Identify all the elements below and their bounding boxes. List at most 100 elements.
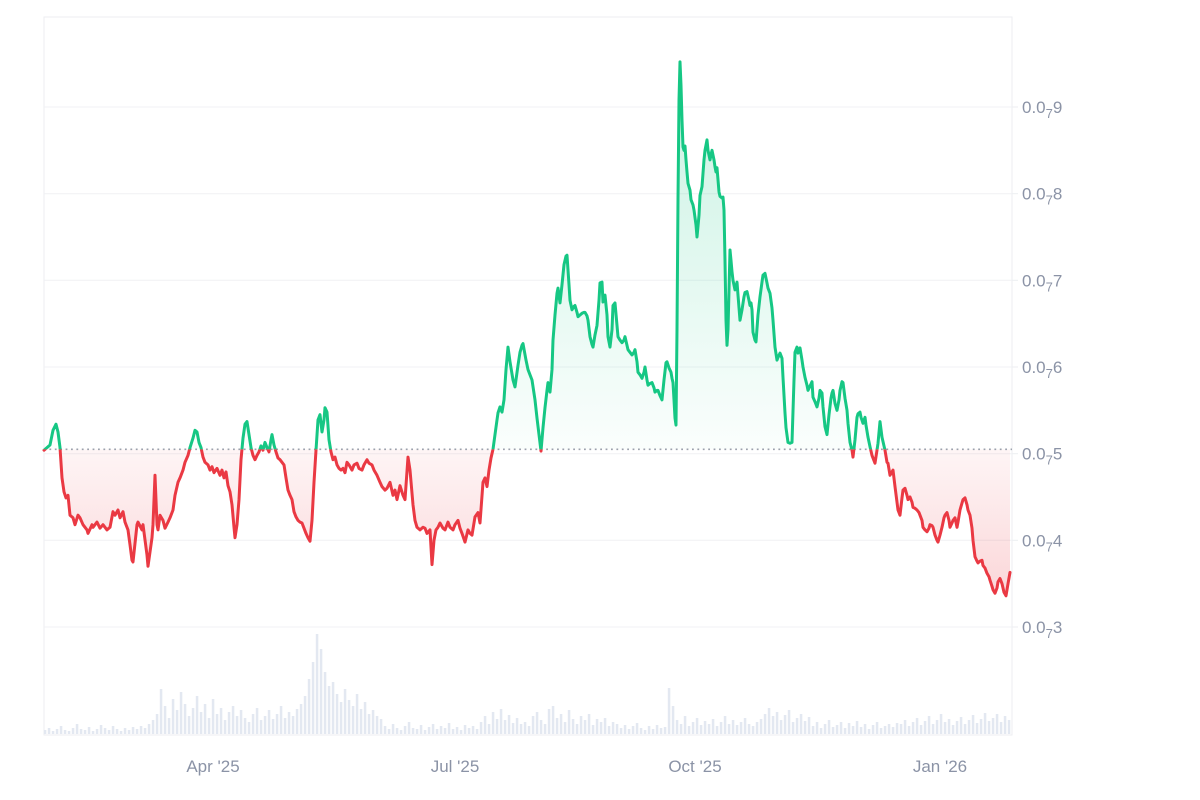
volume-bar — [115, 729, 119, 734]
volume-bar — [623, 725, 627, 734]
volume-bar — [223, 720, 227, 734]
volume-bar — [867, 729, 871, 734]
volume-bar — [431, 724, 435, 734]
price-line-up — [42, 60, 887, 450]
volume-bar — [835, 725, 839, 734]
volume-bar — [631, 726, 635, 734]
volume-bar — [675, 720, 679, 734]
volume-bar — [127, 730, 131, 734]
volume-bar — [687, 726, 691, 734]
volume-bar — [955, 721, 959, 734]
volume-bar — [251, 714, 255, 734]
volume-bar — [655, 725, 659, 734]
volume-bar — [875, 722, 879, 734]
volume-bar — [663, 727, 667, 734]
volume-bar — [279, 706, 283, 734]
volume-bar — [855, 721, 859, 734]
volume-bar — [159, 689, 163, 734]
volume-bar — [211, 699, 215, 734]
volume-bar — [763, 714, 767, 734]
volume-bar — [131, 727, 135, 734]
volume-bar — [83, 730, 87, 734]
volume-bar — [1007, 720, 1011, 734]
volume-bar — [967, 720, 971, 734]
volume-bar — [531, 716, 535, 734]
volume-bar — [647, 726, 651, 734]
volume-bar — [639, 728, 643, 734]
volume-bar — [363, 702, 367, 734]
volume-bar — [407, 722, 411, 734]
volume-bar — [243, 718, 247, 734]
volume-bar — [907, 726, 911, 734]
volume-bar — [811, 726, 815, 734]
volume-bar — [931, 724, 935, 734]
volume-bar — [167, 718, 171, 734]
volume-bar — [51, 731, 55, 734]
volume-bar — [451, 729, 455, 734]
volume-bar — [559, 714, 563, 734]
volume-bar — [475, 729, 479, 734]
volume-bar — [883, 726, 887, 734]
volume-bar — [67, 731, 71, 734]
volume-bar — [435, 729, 439, 734]
volume-bar — [403, 726, 407, 734]
volume-bar — [547, 709, 551, 734]
volume-bar — [367, 714, 371, 734]
volume-bar — [887, 724, 891, 734]
volume-bar — [491, 712, 495, 734]
volume-bar — [327, 686, 331, 734]
volume-bar — [727, 724, 731, 734]
volume-bar — [447, 723, 451, 734]
volume-bar — [891, 727, 895, 734]
y-axis-label: 0.073 — [1022, 618, 1062, 641]
volume-bar — [99, 725, 103, 734]
volume-bar — [851, 726, 855, 734]
volume-bar — [399, 730, 403, 734]
volume-bar — [179, 692, 183, 734]
volume-bar — [163, 706, 167, 734]
volume-bar — [643, 730, 647, 734]
volume-bar — [515, 718, 519, 734]
volume-bar — [415, 729, 419, 734]
volume-bar — [227, 712, 231, 734]
volume-bar — [463, 725, 467, 734]
volume-bar — [499, 709, 503, 734]
volume-bar — [691, 722, 695, 734]
volume-bar — [879, 728, 883, 734]
volume-bar — [79, 729, 83, 734]
volume-bar — [751, 726, 755, 734]
volume-bar — [991, 718, 995, 734]
volume-bar — [607, 726, 611, 734]
volume-bar — [263, 716, 267, 734]
volume-bar — [939, 714, 943, 734]
volume-bar — [375, 716, 379, 734]
y-axis-label: 0.077 — [1022, 271, 1062, 294]
volume-bar — [139, 726, 143, 734]
volume-bar — [859, 727, 863, 734]
volume-bar — [791, 722, 795, 734]
volume-bar — [355, 694, 359, 734]
volume-bar — [807, 717, 811, 734]
volume-bar — [331, 682, 335, 734]
volume-bar — [739, 722, 743, 734]
volume-bar — [423, 730, 427, 734]
volume-bar — [723, 716, 727, 734]
volume-bar — [863, 724, 867, 734]
volume-bar — [215, 714, 219, 734]
volume-bar — [975, 723, 979, 734]
volume-bar — [979, 719, 983, 734]
volume-bar — [971, 715, 975, 734]
volume-bar — [987, 721, 991, 734]
volume-bar — [291, 716, 295, 734]
volume-bar — [111, 726, 115, 734]
volume-bar — [287, 712, 291, 734]
volume-bar — [779, 720, 783, 734]
volume-bar — [187, 716, 191, 734]
volume-bar — [395, 728, 399, 734]
volume-bar — [611, 722, 615, 734]
volume-bar — [583, 720, 587, 734]
volume-bar — [627, 729, 631, 734]
volume-bar — [343, 689, 347, 734]
volume-bar — [603, 718, 607, 734]
